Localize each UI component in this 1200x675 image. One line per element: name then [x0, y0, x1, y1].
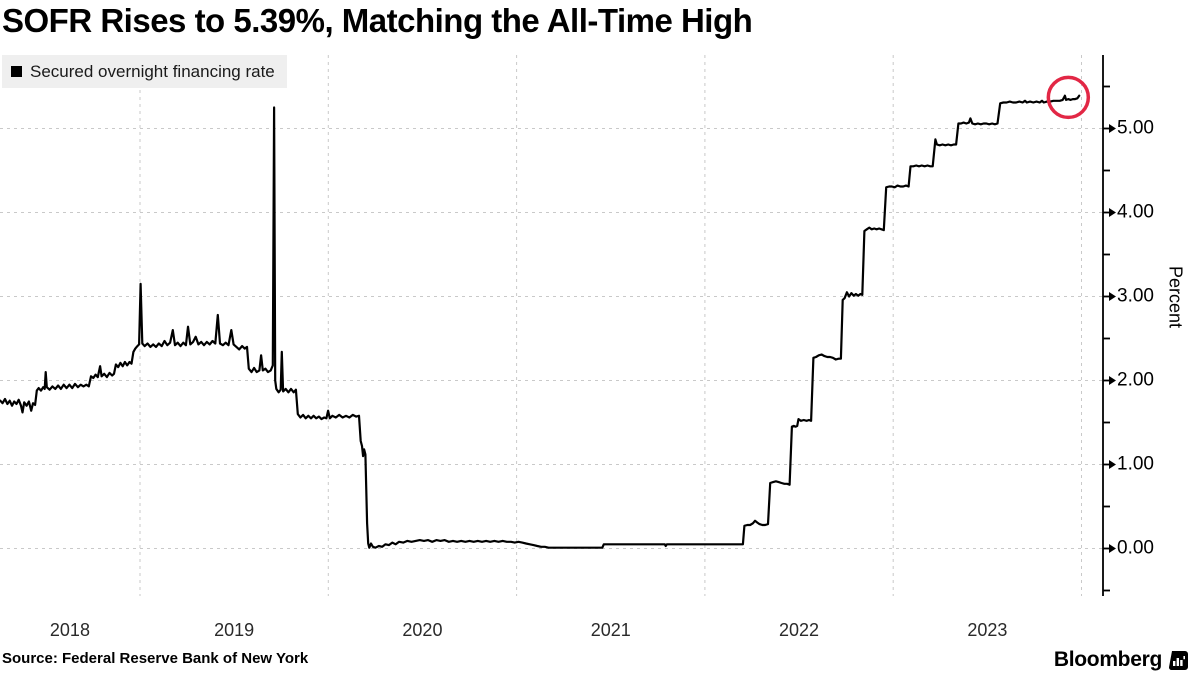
legend-swatch-icon [11, 66, 22, 77]
y-tick-label: 3.00 [1117, 285, 1154, 307]
legend: Secured overnight financing rate [2, 55, 287, 88]
x-tick-label: 2023 [967, 620, 1008, 640]
y-tick-arrow-icon [1109, 460, 1116, 469]
x-tick-label: 2020 [402, 620, 443, 640]
y-tick-arrow-icon [1109, 208, 1116, 217]
bloomberg-logo-icon [1169, 650, 1188, 670]
y-tick-arrow-icon [1109, 124, 1116, 133]
x-tick-label: 2022 [779, 620, 820, 640]
gridlines [0, 55, 1103, 596]
sofr-line-path [0, 94, 1081, 549]
y-tick-arrow-icon [1109, 292, 1116, 301]
y-tick-arrow-icon [1109, 376, 1116, 385]
y-tick-label: 2.00 [1117, 369, 1154, 391]
source-note: Source: Federal Reserve Bank of New York [2, 650, 309, 667]
y-tick-arrow-icon [1109, 544, 1116, 553]
x-tick-label: 2019 [214, 620, 255, 640]
y-tick-label: 5.00 [1117, 117, 1154, 139]
y-axis-title: Percent [1165, 265, 1186, 329]
sofr-rate-line [0, 94, 1081, 549]
x-tick-label: 2021 [590, 620, 631, 640]
legend-label: Secured overnight financing rate [30, 61, 275, 81]
y-tick-label: 1.00 [1117, 453, 1154, 475]
all-time-high-circle [1046, 75, 1091, 120]
y-axis [1102, 55, 1116, 596]
highlight-circle-annotation [1046, 75, 1091, 120]
bloomberg-branding: Bloomberg [1054, 648, 1188, 672]
bloomberg-wordmark: Bloomberg [1053, 648, 1162, 671]
page-title: SOFR Rises to 5.39%, Matching the All-Ti… [2, 2, 753, 39]
y-tick-label: 0.00 [1117, 537, 1154, 559]
x-tick-label: 2018 [49, 620, 90, 640]
y-tick-label: 4.00 [1117, 201, 1154, 223]
